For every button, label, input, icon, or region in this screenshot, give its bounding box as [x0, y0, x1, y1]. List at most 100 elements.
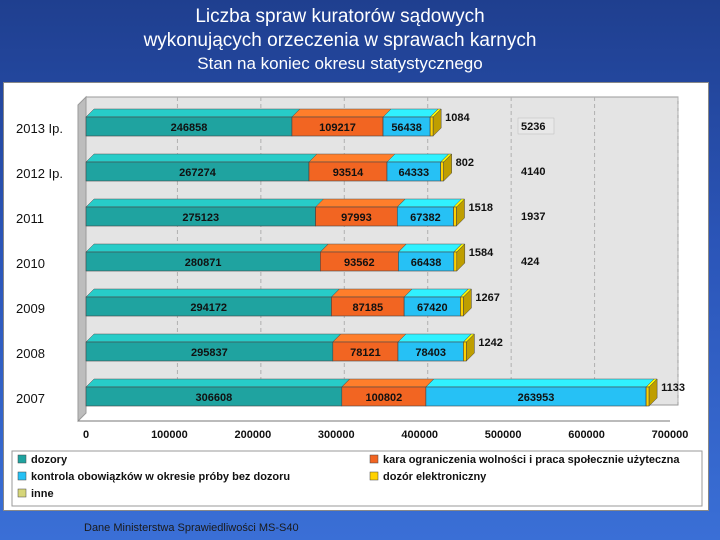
x-tick-label: 100000	[151, 429, 188, 441]
category-label: 2013 Ip.	[16, 121, 63, 136]
bar-value-label: 1084	[445, 112, 470, 124]
inne-value-label: 424	[521, 256, 540, 268]
bar-segment-top	[85, 333, 342, 343]
x-tick-label: 200000	[234, 429, 271, 441]
legend-entry: dozory	[31, 454, 68, 466]
x-tick-label: 0	[83, 429, 89, 441]
x-tick-label: 500000	[485, 429, 522, 441]
bar-segment-side	[443, 153, 452, 182]
bar-segment-top	[382, 108, 439, 118]
inne-value-label: 4140	[521, 166, 545, 178]
x-tick-label: 300000	[318, 429, 355, 441]
x-tick-label: 600000	[568, 429, 605, 441]
bar-value-label: 280871	[185, 257, 222, 269]
bar-value-label: 802	[456, 157, 474, 169]
bar-value-label: 294172	[190, 302, 227, 314]
bar-value-label: 1267	[475, 292, 499, 304]
bar-value-label: 246858	[171, 122, 208, 134]
bar-value-label: 93514	[333, 167, 364, 179]
bar-segment-top	[85, 198, 325, 208]
legend-swatch	[369, 454, 379, 464]
bar-segment-top	[85, 378, 351, 388]
bar-value-label: 275123	[182, 212, 219, 224]
bar-value-label: 97993	[341, 212, 372, 224]
category-label: 2012 Ip.	[16, 166, 63, 181]
data-source-note: Dane Ministerstwa Sprawiedliwości MS-S40	[84, 522, 299, 534]
bar-value-label: 66438	[411, 257, 442, 269]
bar-segment-top	[396, 198, 463, 208]
bar-value-label: 67420	[417, 302, 448, 314]
bar-segment-top	[308, 153, 396, 163]
bar-value-label: 93562	[344, 257, 375, 269]
bar-segment	[463, 341, 467, 362]
bar-value-label: 1584	[469, 247, 494, 259]
legend-entry: kara ograniczenia wolności i praca społe…	[383, 454, 680, 466]
bar-value-label: 67382	[410, 212, 441, 224]
bar-segment-top	[319, 243, 407, 253]
chart-panel: 2013 Ip. 246858 109217 56438 1084 5236 2012 Ip…	[3, 82, 709, 511]
bar-segment-top	[330, 288, 413, 298]
bar-value-label: 64333	[399, 167, 430, 179]
slide-title-line2: wykonujących orzeczenia w sprawach karny…	[143, 30, 537, 51]
bar-segment-top	[403, 288, 470, 298]
bar-value-label: 263953	[518, 392, 555, 404]
bar-segment-top	[332, 333, 407, 343]
bar-segment	[645, 386, 650, 407]
inne-value-label: 5236	[521, 121, 545, 133]
bar-segment-side	[466, 333, 475, 362]
bar-value-label: 100802	[365, 392, 402, 404]
bar-segment	[453, 251, 458, 272]
x-tick-label: 700000	[652, 429, 689, 441]
bar-segment-side	[648, 378, 658, 407]
plot-side-wall	[77, 95, 87, 423]
bar-value-label: 1518	[469, 202, 493, 214]
legend-entry: kontrola obowiązków w okresie próby bez …	[31, 471, 290, 483]
bar-segment	[429, 116, 434, 137]
bar-segment-top	[397, 243, 463, 253]
bar-segment-top	[425, 378, 655, 388]
inne-value-box	[517, 117, 555, 135]
bar-value-label: 1242	[478, 337, 502, 349]
bar-segment	[460, 296, 464, 317]
stacked-bar-chart: 2013 Ip. 246858 109217 56438 1084 5236 2012 Ip…	[11, 95, 703, 507]
legend-swatch	[369, 471, 379, 481]
category-label: 2009	[16, 301, 45, 316]
bar-segment-side	[463, 288, 472, 317]
bar-value-label: 267274	[179, 167, 217, 179]
bar-segment-top	[85, 288, 341, 298]
bar-segment-top	[341, 378, 435, 388]
bar-value-label: 78403	[415, 347, 446, 359]
slide-subtitle: Stan na koniec okresu statystycznego	[197, 54, 483, 73]
bar-segment-top	[85, 108, 301, 118]
bar-segment-side	[456, 243, 466, 272]
bar-value-label: 295837	[191, 347, 228, 359]
bar-value-label: 56438	[391, 122, 422, 134]
bar-segment-top	[397, 333, 473, 343]
bar-segment-top	[85, 153, 318, 163]
bar-segment-top	[85, 243, 329, 253]
bar-value-label: 1133	[661, 382, 685, 394]
bar-value-label: 78121	[350, 347, 381, 359]
category-label: 2007	[16, 391, 45, 406]
category-label: 2008	[16, 346, 45, 361]
bar-value-label: 109217	[319, 122, 356, 134]
bar-segment	[453, 206, 457, 227]
inne-value-label: 1937	[521, 211, 545, 223]
bar-segment	[440, 161, 444, 182]
bar-segment-top	[386, 153, 450, 163]
bar-value-label: 87185	[352, 302, 383, 314]
legend-swatch	[17, 488, 27, 498]
bar-segment-side	[432, 108, 442, 137]
category-label: 2011	[16, 211, 44, 226]
legend-entry: inne	[31, 488, 54, 500]
category-label: 2010	[16, 256, 45, 271]
bar-segment-side	[456, 198, 465, 227]
legend-swatch	[17, 471, 27, 481]
bar-segment-top	[314, 198, 406, 208]
legend-entry: dozór elektroniczny	[383, 471, 487, 483]
legend-box	[11, 450, 703, 507]
bar-segment-top	[291, 108, 392, 118]
bar-value-label: 306608	[196, 392, 233, 404]
legend-swatch	[17, 454, 27, 464]
slide-title-line1: Liczba spraw kuratorów sądowych	[195, 6, 485, 27]
